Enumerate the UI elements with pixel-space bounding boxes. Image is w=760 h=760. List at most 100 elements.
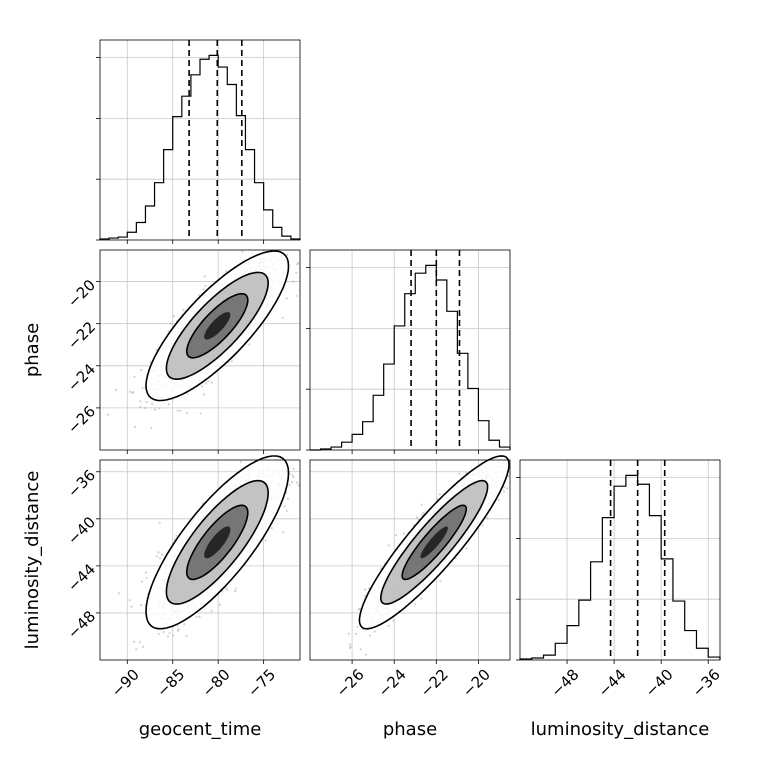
scatter-point — [155, 555, 158, 558]
scatter-point — [295, 294, 298, 297]
scatter-point — [454, 557, 457, 560]
scatter-point — [167, 403, 170, 406]
scatter-point — [157, 632, 160, 635]
scatter-point — [295, 271, 298, 274]
scatter-geocent-time-vs-phase-y-tick-label: −26 — [64, 402, 99, 437]
scatter-point — [204, 382, 208, 385]
scatter-point — [200, 385, 204, 388]
scatter-point — [296, 263, 299, 266]
scatter-point — [162, 630, 165, 634]
scatter-point — [145, 577, 148, 580]
scatter-point — [270, 527, 273, 530]
scatter-point — [364, 594, 367, 597]
scatter-point — [168, 632, 171, 635]
histogram-geocent-time — [96, 39, 301, 244]
scatter-point — [234, 587, 237, 590]
scatter-point — [292, 476, 295, 479]
scatter-point — [132, 391, 135, 394]
scatter-point — [395, 534, 398, 537]
scatter-point — [439, 580, 442, 583]
scatter-point — [114, 388, 118, 391]
scatter-point — [464, 472, 467, 475]
scatter-geocent-time-vs-luminosity-distance-y-tick-label: −44 — [64, 560, 99, 595]
scatter-point — [140, 604, 143, 607]
histogram-luminosity-distance-x-tick-label: −40 — [642, 666, 677, 701]
scatter-point — [183, 623, 186, 626]
scatter-point — [117, 592, 120, 595]
scatter-point — [218, 603, 222, 606]
scatter-phase-vs-luminosity-distance-frame — [309, 459, 511, 661]
scatter-point — [172, 634, 175, 637]
scatter-point — [241, 250, 244, 253]
histogram-geocent-time-frame — [99, 39, 301, 241]
histogram-luminosity-distance-bars — [519, 474, 721, 660]
scatter-geocent-time-vs-phase: −26 −24 −22 −20 — [64, 249, 301, 454]
scatter-point — [202, 288, 205, 291]
scatter-point — [158, 407, 161, 410]
histogram-luminosity-distance-x-tick-label: −48 — [548, 666, 583, 701]
scatter-point — [295, 481, 298, 484]
scatter-point — [387, 624, 390, 627]
scatter-point — [379, 567, 382, 570]
y-axis-label-phase: phase — [22, 323, 43, 377]
scatter-geocent-time-vs-luminosity-distance-x-tick-label: −85 — [153, 666, 188, 701]
scatter-point — [198, 615, 201, 619]
scatter-point — [349, 645, 352, 648]
scatter-phase-vs-luminosity-distance-x-tick-label: −20 — [459, 666, 494, 701]
scatter-point — [234, 590, 237, 593]
scatter-point — [359, 648, 362, 651]
scatter-point — [291, 474, 294, 477]
scatter-point — [106, 413, 109, 416]
scatter-point — [283, 505, 286, 508]
scatter-geocent-time-vs-phase-y-tick-label: −22 — [64, 318, 99, 353]
scatter-point — [151, 402, 154, 405]
histogram-phase-frame — [309, 249, 511, 451]
scatter-point — [373, 630, 376, 633]
histogram-luminosity-distance-x-tick-label: −44 — [595, 666, 630, 701]
scatter-point — [144, 406, 147, 410]
scatter-point — [281, 316, 284, 319]
scatter-point — [145, 571, 148, 574]
scatter-point — [481, 524, 484, 527]
scatter-point — [356, 625, 359, 628]
scatter-point — [204, 285, 207, 288]
x-axis-label-phase: phase — [383, 719, 437, 740]
scatter-point — [173, 315, 176, 318]
scatter-point — [128, 390, 132, 393]
scatter-geocent-time-vs-luminosity-distance-frame — [99, 459, 301, 661]
scatter-point — [197, 294, 200, 297]
scatter-geocent-time-vs-luminosity-distance-y-tick-label: −40 — [64, 513, 99, 548]
scatter-point — [175, 534, 178, 538]
scatter-point — [182, 309, 185, 312]
scatter-point — [169, 322, 172, 325]
scatter-point — [177, 628, 180, 631]
scatter-point — [224, 586, 227, 590]
scatter-point — [415, 516, 419, 519]
scatter-point — [369, 634, 372, 637]
scatter-point — [497, 498, 500, 501]
scatter-point — [210, 381, 213, 384]
scatter-point — [230, 360, 234, 363]
scatter-point — [128, 599, 131, 602]
scatter-point — [133, 425, 137, 428]
scatter-point — [157, 551, 160, 554]
scatter-point — [130, 605, 133, 608]
scatter-point — [140, 368, 143, 371]
scatter-point — [436, 497, 439, 500]
scatter-point — [347, 632, 350, 635]
scatter-phase-vs-luminosity-distance-contour — [420, 526, 448, 559]
scatter-point — [150, 426, 153, 429]
scatter-point — [248, 343, 251, 346]
scatter-point — [139, 400, 142, 403]
scatter-point — [224, 270, 228, 273]
scatter-point — [226, 588, 229, 592]
scatter-geocent-time-vs-phase-contour — [204, 312, 231, 340]
scatter-phase-vs-luminosity-distance-x-tick-label: −22 — [417, 666, 452, 701]
scatter-geocent-time-vs-luminosity-distance-y-tick-label: −48 — [64, 607, 99, 642]
scatter-point — [357, 608, 360, 611]
scatter-point — [503, 486, 506, 489]
scatter-geocent-time-vs-luminosity-distance-x-tick-label: −80 — [199, 666, 234, 701]
scatter-point — [348, 643, 352, 646]
histogram-phase-bars — [310, 264, 511, 451]
